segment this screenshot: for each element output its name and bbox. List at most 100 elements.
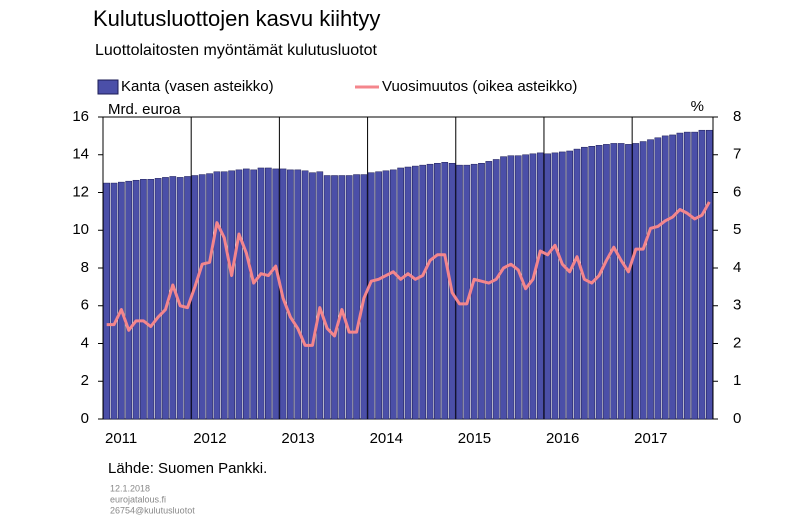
bar xyxy=(426,163,434,420)
bar xyxy=(632,143,640,420)
bar xyxy=(132,179,140,420)
bar xyxy=(382,170,390,420)
y2-tick-label: 8 xyxy=(733,108,741,125)
y2-tick-label: 1 xyxy=(733,372,741,389)
bar xyxy=(573,148,581,420)
y-tick-label: 6 xyxy=(81,297,89,314)
note: eurojatalous.fi xyxy=(110,494,166,504)
y2-tick-label: 7 xyxy=(733,146,741,163)
bar xyxy=(514,155,522,420)
bar xyxy=(110,182,118,420)
legend-label: Kanta (vasen asteikko) xyxy=(121,78,274,95)
x-tick-label: 2016 xyxy=(546,430,579,447)
bar xyxy=(603,144,610,420)
y-tick-label: 10 xyxy=(72,221,89,238)
bar xyxy=(272,168,280,420)
y2-tick-label: 4 xyxy=(733,259,741,276)
bar xyxy=(492,159,500,420)
y-tick-label: 8 xyxy=(81,259,89,276)
source: Lähde: Suomen Pankki. xyxy=(108,460,267,477)
bar xyxy=(118,181,125,420)
bar xyxy=(375,171,382,420)
bar xyxy=(257,167,265,420)
bar xyxy=(198,174,206,420)
y2-tick-label: 6 xyxy=(733,183,741,200)
bar xyxy=(676,132,684,420)
bar xyxy=(265,167,272,420)
bar xyxy=(103,182,111,420)
y-tick-label: 16 xyxy=(72,108,89,125)
bar xyxy=(478,162,485,420)
bar xyxy=(140,179,147,420)
bar xyxy=(235,169,243,420)
bar xyxy=(434,162,441,420)
bar xyxy=(683,131,691,420)
bar xyxy=(125,180,133,420)
y-tick-label: 2 xyxy=(81,372,89,389)
bar xyxy=(206,173,213,420)
bar xyxy=(698,129,706,420)
bar xyxy=(654,137,662,420)
y-axis-label: Mrd. euroa xyxy=(108,101,181,118)
bar xyxy=(500,156,507,420)
note: 26754@kulutusluotot xyxy=(110,505,195,515)
bar xyxy=(610,143,618,420)
bar xyxy=(581,146,588,420)
bar xyxy=(250,169,257,420)
bar xyxy=(154,178,162,420)
bar xyxy=(220,171,228,420)
bar xyxy=(169,176,177,420)
bar xyxy=(595,145,603,420)
line xyxy=(106,201,711,347)
x-tick-label: 2012 xyxy=(193,430,226,447)
bar xyxy=(323,175,331,420)
legend-swatch xyxy=(97,79,119,95)
x-tick-label: 2011 xyxy=(105,430,137,447)
y2-tick-label: 3 xyxy=(733,297,741,314)
bar xyxy=(639,141,647,420)
bar xyxy=(566,150,574,420)
chart-title: Kulutusluottojen kasvu kiihtyy xyxy=(93,6,380,31)
bar xyxy=(353,174,360,420)
y-tick-label: 4 xyxy=(81,334,89,351)
y2-axis-label: % xyxy=(691,98,704,115)
bar xyxy=(625,144,632,420)
x-tick-label: 2014 xyxy=(370,430,403,447)
bar xyxy=(367,172,375,420)
y-tick-label: 14 xyxy=(72,146,89,163)
bar xyxy=(705,129,713,420)
bar xyxy=(213,171,221,420)
bar xyxy=(647,139,654,420)
bar xyxy=(419,164,427,420)
x-tick-label: 2015 xyxy=(458,430,491,447)
bar xyxy=(669,134,676,420)
x-tick-label: 2013 xyxy=(281,430,314,447)
bar xyxy=(147,179,155,420)
bar xyxy=(316,171,324,420)
x-tick-label: 2017 xyxy=(634,430,667,447)
bar xyxy=(309,172,316,420)
y-tick-label: 0 xyxy=(81,410,89,427)
bar xyxy=(536,152,544,420)
bar xyxy=(456,164,463,420)
bar xyxy=(331,175,338,420)
bar xyxy=(287,169,294,420)
bar xyxy=(551,152,559,420)
bar xyxy=(389,169,397,420)
bar xyxy=(529,153,537,420)
bar xyxy=(397,167,404,420)
bar xyxy=(412,165,419,420)
bar xyxy=(661,135,669,420)
y2-tick-label: 5 xyxy=(733,221,741,238)
bar xyxy=(345,175,353,420)
bar xyxy=(301,170,309,420)
bar xyxy=(617,143,625,420)
bar xyxy=(338,175,346,420)
bar xyxy=(544,153,551,420)
bar xyxy=(507,155,515,420)
bar xyxy=(404,166,412,420)
bar xyxy=(559,151,566,420)
note: 12.1.2018 xyxy=(110,483,150,493)
bar xyxy=(242,168,250,420)
